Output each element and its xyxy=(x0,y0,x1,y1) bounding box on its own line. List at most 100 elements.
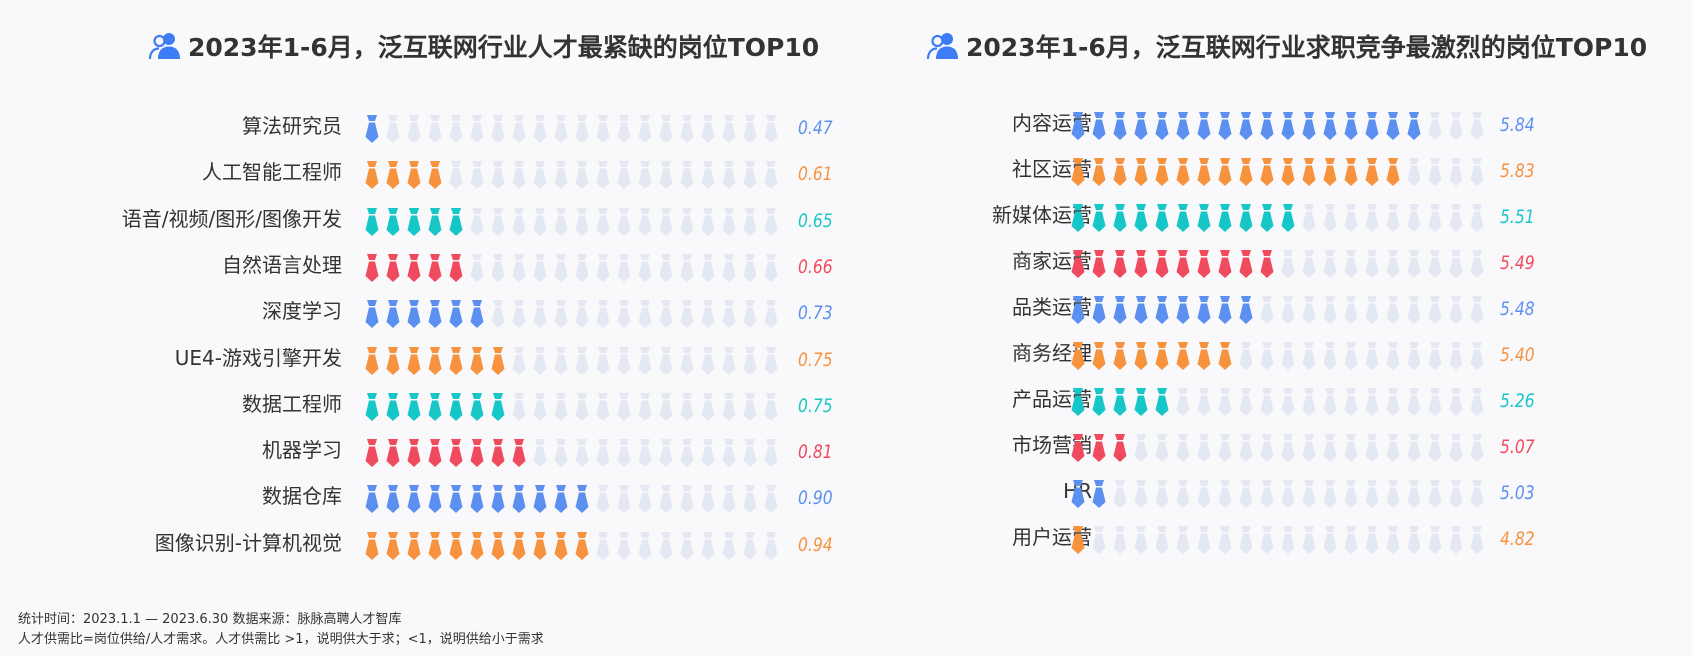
necktie-icon-empty xyxy=(701,531,715,560)
necktie-icon-empty xyxy=(449,115,463,143)
necktie-icon-empty xyxy=(575,439,589,468)
necktie-icon-empty xyxy=(1470,158,1484,186)
necktie-icon-empty xyxy=(722,531,736,560)
necktie-icon-empty xyxy=(1281,388,1295,416)
necktie-icon-filled xyxy=(1134,158,1148,186)
necktie-icon-filled xyxy=(449,207,463,236)
necktie-icon-empty xyxy=(1197,388,1211,416)
necktie-icon-filled xyxy=(1260,112,1274,140)
necktie-icon-empty xyxy=(722,300,736,329)
necktie-icon-empty xyxy=(470,207,484,236)
necktie-icon-empty xyxy=(743,485,757,514)
necktie-icon-empty xyxy=(638,346,652,375)
necktie-icon-empty xyxy=(1323,250,1337,278)
necktie-icon-empty xyxy=(743,253,757,282)
necktie-icon-empty xyxy=(1470,112,1484,140)
necktie-icon-empty xyxy=(722,392,736,421)
necktie-icon-filled xyxy=(1344,112,1358,140)
necktie-icon-empty xyxy=(1344,204,1358,232)
necktie-icon-empty xyxy=(701,253,715,282)
necktie-icon-empty xyxy=(1281,434,1295,462)
category-label: 数据工程师 xyxy=(242,391,342,416)
necktie-icon-empty xyxy=(638,253,652,282)
category-label: 人工智能工程师 xyxy=(202,160,342,185)
necktie-icon-empty xyxy=(428,115,442,143)
necktie-icon-filled xyxy=(533,531,547,560)
necktie-icon-filled xyxy=(1323,112,1337,140)
necktie-icon-empty xyxy=(1344,434,1358,462)
necktie-icon-empty xyxy=(512,346,526,375)
necktie-icon-empty xyxy=(575,253,589,282)
necktie-icon-filled xyxy=(575,485,589,514)
necktie-icon-filled xyxy=(1155,204,1169,232)
necktie-icon-empty xyxy=(533,300,547,329)
footnote-definition: 人才供需比=岗位供给/人才需求。人才供需比 >1，说明供大于求；<1，说明供给小… xyxy=(18,632,544,647)
necktie-icon-empty xyxy=(1407,296,1421,324)
necktie-icon-empty xyxy=(743,115,757,143)
necktie-icon-empty xyxy=(554,161,568,190)
necktie-icon-empty xyxy=(1428,296,1442,324)
necktie-icon-filled xyxy=(449,531,463,560)
necktie-icon-filled xyxy=(1365,158,1379,186)
necktie-icon-empty xyxy=(743,392,757,421)
necktie-icon-filled xyxy=(491,439,505,468)
necktie-icon-empty xyxy=(1470,250,1484,278)
necktie-icon-empty xyxy=(1218,526,1232,554)
necktie-icon-empty xyxy=(1449,250,1463,278)
necktie-icon-empty xyxy=(533,161,547,190)
necktie-icon-empty xyxy=(1134,526,1148,554)
necktie-icon-filled xyxy=(1092,480,1106,508)
necktie-icon-filled xyxy=(428,439,442,468)
necktie-icon-filled xyxy=(365,253,379,282)
necktie-icon-empty xyxy=(1428,388,1442,416)
necktie-icon-filled xyxy=(1281,204,1295,232)
necktie-icon-filled xyxy=(1239,250,1253,278)
necktie-icon-empty xyxy=(743,300,757,329)
necktie-icon-filled xyxy=(1197,296,1211,324)
necktie-icon-empty xyxy=(1239,526,1253,554)
necktie-icon-filled xyxy=(1113,296,1127,324)
necktie-icon-empty xyxy=(1281,480,1295,508)
necktie-icon-empty xyxy=(575,115,589,143)
necktie-icon-empty xyxy=(701,115,715,143)
necktie-icon-filled xyxy=(428,346,442,375)
necktie-icon-filled xyxy=(1113,204,1127,232)
necktie-icon-empty xyxy=(722,485,736,514)
necktie-icon-empty xyxy=(1407,480,1421,508)
necktie-icon-filled xyxy=(428,392,442,421)
left-chart-panel: 2023年1-6月，泛互联网行业人才最紧缺的岗位TOP10 算法研究员 0.47 人… xyxy=(0,0,846,600)
necktie-icon-empty xyxy=(701,439,715,468)
chart-row: 数据工程师 0.75 xyxy=(0,387,846,421)
right-chart-title: 2023年1-6月，泛互联网行业求职竞争最激烈的岗位TOP10 xyxy=(926,26,1647,66)
necktie-icon-empty xyxy=(533,115,547,143)
category-label: 自然语言处理 xyxy=(222,252,342,277)
necktie-icon-filled xyxy=(386,346,400,375)
left-chart-title: 2023年1-6月，泛互联网行业人才最紧缺的岗位TOP10 xyxy=(148,26,819,66)
necktie-icon-empty xyxy=(1197,526,1211,554)
necktie-icon-empty xyxy=(1281,342,1295,370)
necktie-icon-empty xyxy=(638,207,652,236)
necktie-icon-filled xyxy=(1302,158,1316,186)
necktie-icon-empty xyxy=(1428,204,1442,232)
necktie-icon-filled xyxy=(1155,250,1169,278)
necktie-icon-filled xyxy=(449,439,463,468)
necktie-icon-empty xyxy=(680,300,694,329)
necktie-icon-empty xyxy=(764,300,778,329)
necktie-icon-empty xyxy=(491,253,505,282)
necktie-icon-filled xyxy=(1239,158,1253,186)
necktie-icon-empty xyxy=(1197,480,1211,508)
necktie-icon-empty xyxy=(764,439,778,468)
necktie-icon-filled xyxy=(1113,158,1127,186)
necktie-icon-empty xyxy=(1386,388,1400,416)
necktie-icon-empty xyxy=(1134,480,1148,508)
necktie-icon-filled xyxy=(1176,204,1190,232)
necktie-icon-empty xyxy=(1302,250,1316,278)
necktie-icon-empty xyxy=(680,115,694,143)
necktie-icon-filled xyxy=(365,115,379,143)
necktie-icon-empty xyxy=(512,253,526,282)
necktie-icon-filled xyxy=(1134,112,1148,140)
necktie-icon-empty xyxy=(722,253,736,282)
necktie-icon-empty xyxy=(1386,480,1400,508)
necktie-icon-empty xyxy=(1449,480,1463,508)
necktie-icon-empty xyxy=(1302,434,1316,462)
